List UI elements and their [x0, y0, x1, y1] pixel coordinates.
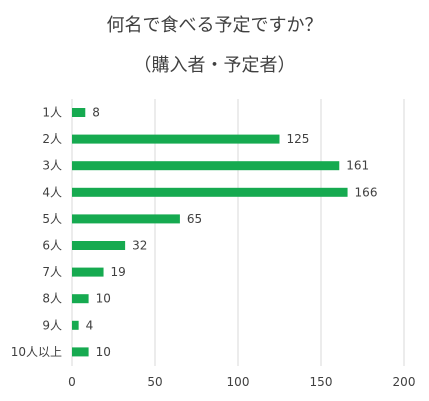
y-category-label: 10人以上 — [11, 345, 62, 359]
x-tick-label: 100 — [227, 375, 250, 389]
bar-value-label: 8 — [92, 106, 100, 120]
y-category-label: 7人 — [42, 265, 62, 279]
x-tick-label: 150 — [310, 375, 333, 389]
bar-value-label: 32 — [132, 239, 147, 253]
y-category-label: 4人 — [42, 185, 62, 199]
bar-value-label: 4 — [86, 318, 94, 332]
chart-title: 何名で食べる予定ですか？ — [106, 15, 323, 36]
y-category-label: 1人 — [42, 106, 62, 120]
bar — [72, 134, 280, 144]
bar-value-label: 10 — [96, 292, 111, 306]
x-tick-label: 50 — [147, 375, 162, 389]
bar — [72, 347, 89, 357]
chart-subtitle: （購入者・予定者） — [133, 55, 296, 76]
bar-value-label: 10 — [96, 345, 111, 359]
y-category-label: 9人 — [42, 318, 62, 332]
bar — [72, 108, 86, 117]
bar-value-label: 19 — [111, 265, 126, 279]
bar — [72, 320, 79, 330]
bar-value-label: 65 — [187, 212, 202, 226]
bar — [72, 267, 104, 277]
bar-value-label: 166 — [355, 185, 378, 199]
bar — [72, 241, 126, 250]
bar — [72, 187, 348, 197]
bar — [72, 161, 340, 171]
x-tick-label: 200 — [393, 375, 416, 389]
bar-value-label: 125 — [287, 132, 310, 146]
bar — [72, 294, 89, 304]
y-category-label: 2人 — [42, 132, 62, 146]
x-tick-label: 0 — [68, 375, 76, 389]
bar-value-label: 161 — [346, 159, 369, 173]
y-category-label: 5人 — [42, 212, 62, 226]
y-category-label: 8人 — [42, 292, 62, 306]
y-category-label: 6人 — [42, 239, 62, 253]
bar — [72, 214, 180, 224]
y-category-label: 3人 — [42, 159, 62, 173]
